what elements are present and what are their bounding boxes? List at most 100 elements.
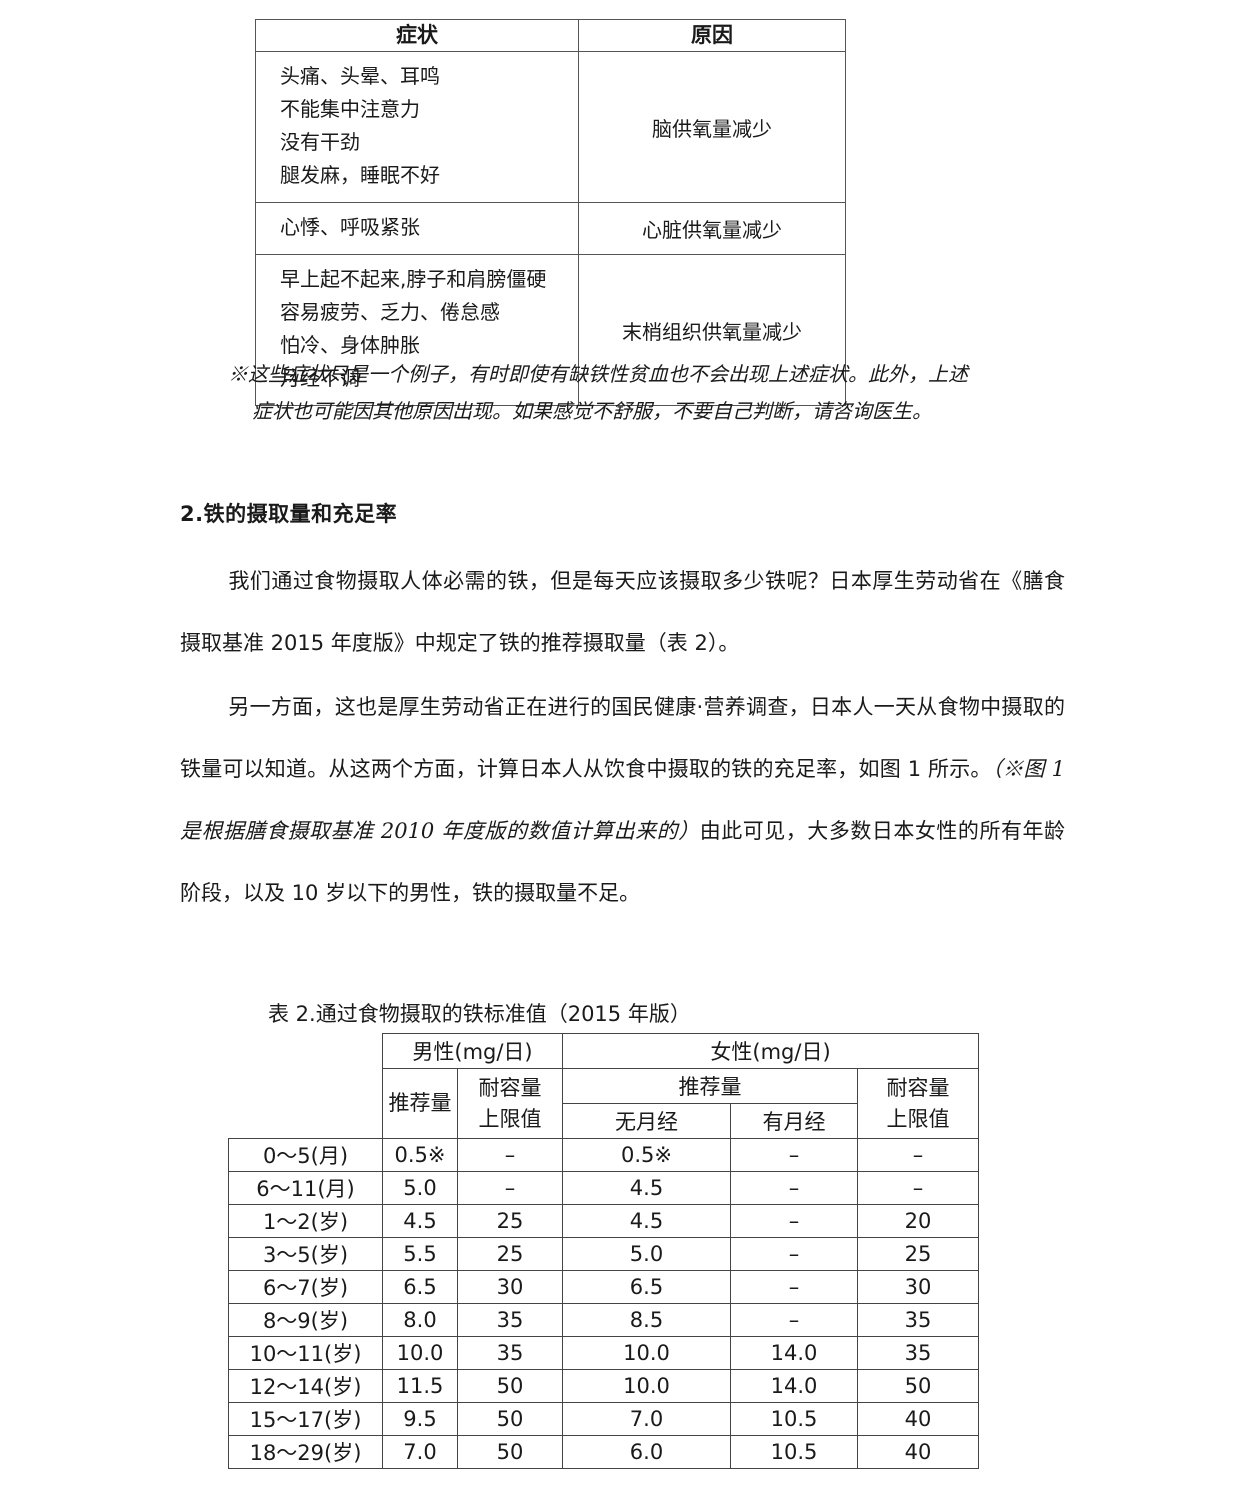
table-row: 8～9(岁) 8.0 35 8.5 – 35 <box>228 1303 1019 1337</box>
table-sub-header-row-2: 无月经 有月经 <box>229 1103 1019 1139</box>
row-label-age-group: 10～11(岁) <box>228 1336 383 1370</box>
cell-female-no-menstruation: 4.5 <box>562 1204 731 1238</box>
table-row: 3～5(岁) 5.5 25 5.0 – 25 <box>228 1237 1019 1271</box>
cell-female-upper-limit: 30 <box>856 1270 980 1304</box>
cell-female-with-menstruation: – <box>730 1138 858 1172</box>
iron-table-body: 0～5(月) 0.5※ – 0.5※ – – 6～11(月) 5.0 – 4.5… <box>228 1138 1019 1469</box>
corner-blank-cell <box>228 1033 383 1139</box>
cell-female-upper-limit: 20 <box>856 1204 980 1238</box>
row-label-age-group: 0～5(月) <box>228 1138 383 1172</box>
paragraph-1-text: 我们通过食物摄取人体必需的铁，但是每天应该摄取多少铁呢？日本厚生劳动省在《膳食摄… <box>180 569 1065 655</box>
cell-male-upper-limit: – <box>457 1171 563 1205</box>
symptom-line: 心悸、呼吸紧张 <box>280 215 420 239</box>
symptom-line: 怕冷、身体肿胀 <box>280 333 420 357</box>
cell-female-with-menstruation: – <box>730 1204 858 1238</box>
cell-female-no-menstruation: 0.5※ <box>562 1138 731 1172</box>
cell-female-with-menstruation: – <box>730 1171 858 1205</box>
male-upper-limit-line-1: 耐容量 <box>478 1075 542 1100</box>
cell-male-upper-limit: 25 <box>457 1204 563 1238</box>
cell-male-recommended: 7.0 <box>382 1435 458 1469</box>
row-label-age-group: 6～11(月) <box>228 1171 383 1205</box>
cell-female-upper-limit: 40 <box>856 1402 980 1436</box>
row-label-age-group: 8～9(岁) <box>228 1303 383 1337</box>
iron-table-caption: 表 2.通过食物摄取的铁标准值（2015 年版） <box>268 1002 691 1026</box>
column-header-female-upper-limit: 耐容量 上限值 <box>856 1068 980 1139</box>
iron-standard-values-table: 男性(mg/日) 女性(mg/日) 推荐量 耐容量 上限值 推荐量 耐容量 上限… <box>228 1033 1019 1469</box>
table-row: 10～11(岁) 10.0 35 10.0 14.0 35 <box>228 1336 1019 1370</box>
cell-male-upper-limit: – <box>457 1138 563 1172</box>
cell-male-upper-limit: 30 <box>457 1270 563 1304</box>
row-label-age-group: 1～2(岁) <box>228 1204 383 1238</box>
row-pad-cell <box>978 1402 1019 1436</box>
row-pad-cell <box>978 1237 1019 1271</box>
cell-male-recommended: 6.5 <box>382 1270 458 1304</box>
table-group-header-row: 男性(mg/日) 女性(mg/日) <box>228 1033 1019 1139</box>
column-header-male-recommended: 推荐量 <box>382 1068 458 1139</box>
row-pad-cell <box>978 1171 1019 1205</box>
column-header-female-recommended: 推荐量 <box>562 1068 858 1104</box>
cell-female-no-menstruation: 7.0 <box>562 1402 731 1436</box>
table-header-row: 症状 原因 <box>255 19 846 52</box>
cell-female-no-menstruation: 4.5 <box>562 1171 731 1205</box>
table-row: 12～14(岁) 11.5 50 10.0 14.0 50 <box>228 1369 1019 1403</box>
cell-female-no-menstruation: 6.0 <box>562 1435 731 1469</box>
cell-female-upper-limit: 35 <box>856 1336 980 1370</box>
female-upper-limit-line-1: 耐容量 <box>886 1075 950 1100</box>
table-row: 心悸、呼吸紧张 心脏供氧量减少 <box>255 202 846 255</box>
cell-female-no-menstruation: 6.5 <box>562 1270 731 1304</box>
table-row: 1～2(岁) 4.5 25 4.5 – 20 <box>228 1204 1019 1238</box>
row-label-age-group: 15～17(岁) <box>228 1402 383 1436</box>
table-footnote: ※这些症状只是一个例子，有时即使有缺铁性贫血也不会出现上述症状。此外，上述 症状… <box>228 356 1058 430</box>
cell-male-upper-limit: 35 <box>457 1336 563 1370</box>
cell-female-upper-limit: – <box>856 1138 980 1172</box>
cell-female-upper-limit: 35 <box>856 1303 980 1337</box>
cell-male-upper-limit: 25 <box>457 1237 563 1271</box>
cell-female-upper-limit: 50 <box>856 1369 980 1403</box>
cell-male-recommended: 0.5※ <box>382 1138 458 1172</box>
paragraph-2-text-part2: 由此可见，大多数日本女性的所有年龄阶段，以及 10 岁以下的男性，铁的摄取量不足… <box>180 819 1066 905</box>
cell-female-with-menstruation: – <box>730 1303 858 1337</box>
symptom-cell: 心悸、呼吸紧张 <box>255 202 579 255</box>
symptom-cause-table: 症状 原因 头痛、头晕、耳鸣 不能集中注意力 没有干劲 腿发麻，睡眠不好 脑供氧… <box>255 19 846 406</box>
symptom-line: 容易疲劳、乏力、倦怠感 <box>280 300 500 324</box>
cell-male-upper-limit: 35 <box>457 1303 563 1337</box>
table-row: 早上起不起来,脖子和肩膀僵硬 容易疲劳、乏力、倦怠感 怕冷、身体肿胀 月经不调 … <box>255 254 846 406</box>
row-pad-cell <box>978 1336 1019 1370</box>
cell-male-recommended: 9.5 <box>382 1402 458 1436</box>
row-label-age-group: 3～5(岁) <box>228 1237 383 1271</box>
row-pad-cell <box>978 1138 1019 1172</box>
header-pad-cell <box>979 1034 1019 1139</box>
table-row: 头痛、头晕、耳鸣 不能集中注意力 没有干劲 腿发麻，睡眠不好 脑供氧量减少 <box>255 51 846 203</box>
row-label-age-group: 6～7(岁) <box>228 1270 383 1304</box>
symptom-line: 不能集中注意力 <box>280 97 420 121</box>
body-paragraph-1: 我们通过食物摄取人体必需的铁，但是每天应该摄取多少铁呢？日本厚生劳动省在《膳食摄… <box>180 550 1065 674</box>
cell-female-with-menstruation: 14.0 <box>730 1369 858 1403</box>
cell-female-with-menstruation: – <box>730 1270 858 1304</box>
cell-female-upper-limit: 25 <box>856 1237 980 1271</box>
symptom-cell: 头痛、头晕、耳鸣 不能集中注意力 没有干劲 腿发麻，睡眠不好 <box>255 51 579 203</box>
symptom-line: 腿发麻，睡眠不好 <box>280 163 440 187</box>
row-pad-cell <box>978 1435 1019 1469</box>
cell-male-recommended: 5.5 <box>382 1237 458 1271</box>
group-header-male: 男性(mg/日) <box>382 1033 563 1069</box>
cell-female-no-menstruation: 10.0 <box>562 1336 731 1370</box>
row-pad-cell <box>978 1204 1019 1238</box>
table-row: 6～7(岁) 6.5 30 6.5 – 30 <box>228 1270 1019 1304</box>
table-row: 15～17(岁) 9.5 50 7.0 10.5 40 <box>228 1402 1019 1436</box>
column-header-no-menstruation: 无月经 <box>562 1103 731 1139</box>
column-header-cause: 原因 <box>578 19 846 52</box>
body-paragraph-2: 另一方面，这也是厚生劳动省正在进行的国民健康·营养调查，日本人一天从食物中摄取的… <box>180 676 1065 924</box>
symptom-cell: 早上起不起来,脖子和肩膀僵硬 容易疲劳、乏力、倦怠感 怕冷、身体肿胀 月经不调 <box>255 254 579 406</box>
row-pad-cell <box>978 1270 1019 1304</box>
row-pad-cell <box>978 1303 1019 1337</box>
column-header-with-menstruation: 有月经 <box>730 1103 858 1139</box>
cell-male-recommended: 5.0 <box>382 1171 458 1205</box>
cell-male-recommended: 10.0 <box>382 1336 458 1370</box>
cell-female-with-menstruation: 14.0 <box>730 1336 858 1370</box>
cell-female-upper-limit: 40 <box>856 1435 980 1469</box>
table-row: 0～5(月) 0.5※ – 0.5※ – – <box>228 1138 1019 1172</box>
female-upper-limit-line-2: 上限值 <box>886 1106 950 1131</box>
cell-male-recommended: 4.5 <box>382 1204 458 1238</box>
row-label-age-group: 12～14(岁) <box>228 1369 383 1403</box>
symptom-line: 月经不调 <box>280 366 360 390</box>
